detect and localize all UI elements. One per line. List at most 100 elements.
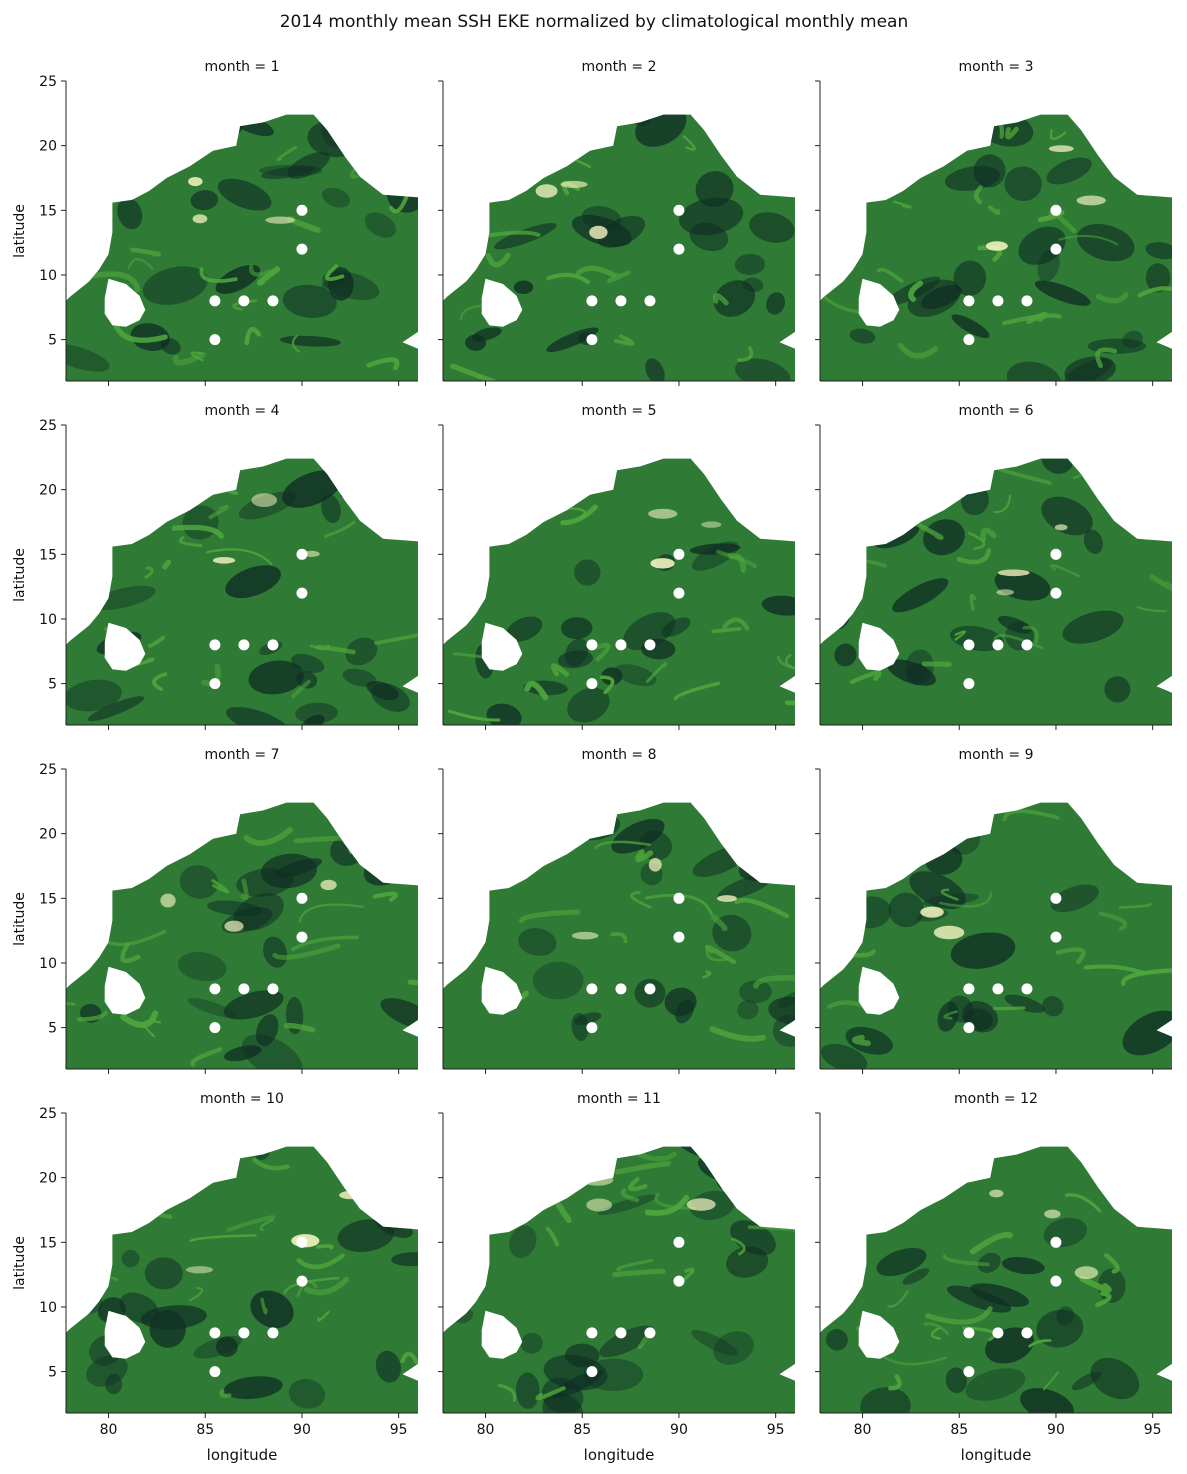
low-eke-patch: [726, 1246, 769, 1278]
eke-field: [820, 114, 1172, 381]
eke-filament: [719, 1151, 744, 1159]
eke-filament: [276, 145, 298, 162]
figure-title: 2014 monthly mean SSH EKE normalized by …: [280, 12, 909, 32]
low-eke-patch: [734, 253, 766, 275]
low-eke-patch: [479, 116, 509, 152]
eke-filament: [165, 1146, 233, 1147]
high-eke-peak: [212, 557, 236, 564]
eke-filament: [784, 698, 795, 706]
low-eke-patch: [581, 802, 614, 808]
eke-filament: [324, 520, 356, 538]
eke-filament: [876, 267, 904, 283]
high-eke-peak: [582, 1174, 614, 1186]
low-eke-patch: [557, 650, 593, 669]
low-eke-patch: [820, 802, 872, 828]
eke-filament: [147, 635, 165, 648]
eke-filament: [361, 127, 396, 146]
low-eke-patch: [713, 1331, 754, 1365]
eke-filament: [954, 630, 967, 641]
x-tick-label: 85: [196, 1422, 214, 1438]
eke-filament: [113, 323, 168, 343]
eke-filament: [1002, 809, 1060, 822]
low-eke-patch: [142, 266, 208, 305]
station-marker: [238, 983, 250, 995]
eke-filament: [1095, 291, 1129, 304]
low-eke-patch: [364, 212, 397, 238]
eke-filament: [709, 1026, 766, 1042]
panel-month-4: 5 10 15 20 25 month = 4 latitude: [12, 403, 418, 730]
eke-filament: [654, 1192, 696, 1210]
y-tick-label: 20: [39, 1171, 57, 1187]
eke-filament: [290, 935, 359, 952]
eke-filament: [747, 1225, 795, 1236]
low-eke-patch: [728, 458, 784, 466]
low-eke-patch: [1050, 884, 1099, 913]
eke-filament: [712, 293, 729, 306]
low-eke-patch: [713, 280, 756, 317]
eke-filament: [908, 280, 924, 303]
eke-filament: [1050, 564, 1081, 578]
eke-filament: [635, 849, 654, 863]
low-eke-patch: [1036, 1309, 1084, 1348]
eke-filament: [969, 1231, 1014, 1255]
low-eke-patch: [215, 1336, 238, 1357]
low-eke-patch: [973, 154, 1006, 188]
station-marker: [1050, 1275, 1062, 1287]
station-marker: [209, 639, 221, 651]
eke-filament: [283, 1022, 316, 1033]
low-eke-patch: [820, 1043, 868, 1069]
eke-filament: [219, 1389, 232, 1398]
eke-filament: [731, 1237, 746, 1256]
station-marker: [586, 1327, 598, 1339]
x-tick-label: 90: [670, 1422, 688, 1438]
eke-filament: [272, 943, 341, 960]
low-eke-patch: [343, 812, 369, 841]
eke-filament: [943, 1010, 958, 1020]
low-eke-patch: [1152, 496, 1172, 529]
panel-month-6: month = 6: [815, 403, 1172, 730]
panel-title: month = 1: [205, 59, 280, 75]
low-eke-patch: [1071, 802, 1134, 805]
eke-filament: [728, 553, 747, 573]
low-eke-patch: [282, 284, 337, 318]
low-eke-patch: [371, 683, 410, 712]
eke-filament: [190, 1047, 223, 1067]
eke-filament: [887, 1290, 909, 1308]
low-eke-patch: [68, 753, 139, 806]
low-eke-patch: [1001, 1257, 1045, 1275]
low-eke-patch: [768, 996, 795, 1025]
station-marker: [963, 1366, 975, 1378]
eke-filament: [558, 802, 603, 814]
panel-month-9: month = 9: [815, 747, 1172, 1074]
station-marker: [296, 204, 308, 216]
eke-filament: [471, 1171, 505, 1179]
low-eke-patch: [1117, 497, 1155, 519]
station-marker: [615, 983, 627, 995]
eke-filament: [389, 193, 410, 214]
station-marker: [673, 892, 685, 904]
low-eke-patch: [691, 541, 739, 571]
low-eke-patch: [465, 334, 487, 351]
eke-filament: [571, 808, 609, 822]
low-eke-patch: [66, 802, 114, 816]
y-tick-label: 20: [39, 139, 57, 155]
panel-month-11: 80 85 90 95 month = 11 longitude: [438, 1091, 795, 1464]
station-marker: [1050, 204, 1062, 216]
panel-title: month = 5: [582, 403, 657, 419]
eke-filament: [178, 1136, 201, 1143]
low-eke-patch: [965, 1368, 1026, 1401]
panel-month-3: month = 3: [815, 59, 1172, 386]
y-tick-label: 10: [39, 268, 57, 284]
low-eke-patch: [865, 1153, 899, 1175]
high-eke-peak: [320, 879, 337, 891]
low-eke-patch: [1034, 280, 1091, 306]
low-eke-patch: [288, 1378, 326, 1409]
station-marker: [615, 639, 627, 651]
eke-filament: [208, 504, 229, 520]
high-eke-peak: [571, 931, 599, 940]
low-eke-patch: [1018, 226, 1066, 265]
eke-filament: [144, 566, 154, 579]
high-eke-peak: [589, 225, 608, 240]
eke-filament: [711, 914, 728, 932]
eke-filament: [580, 816, 588, 825]
